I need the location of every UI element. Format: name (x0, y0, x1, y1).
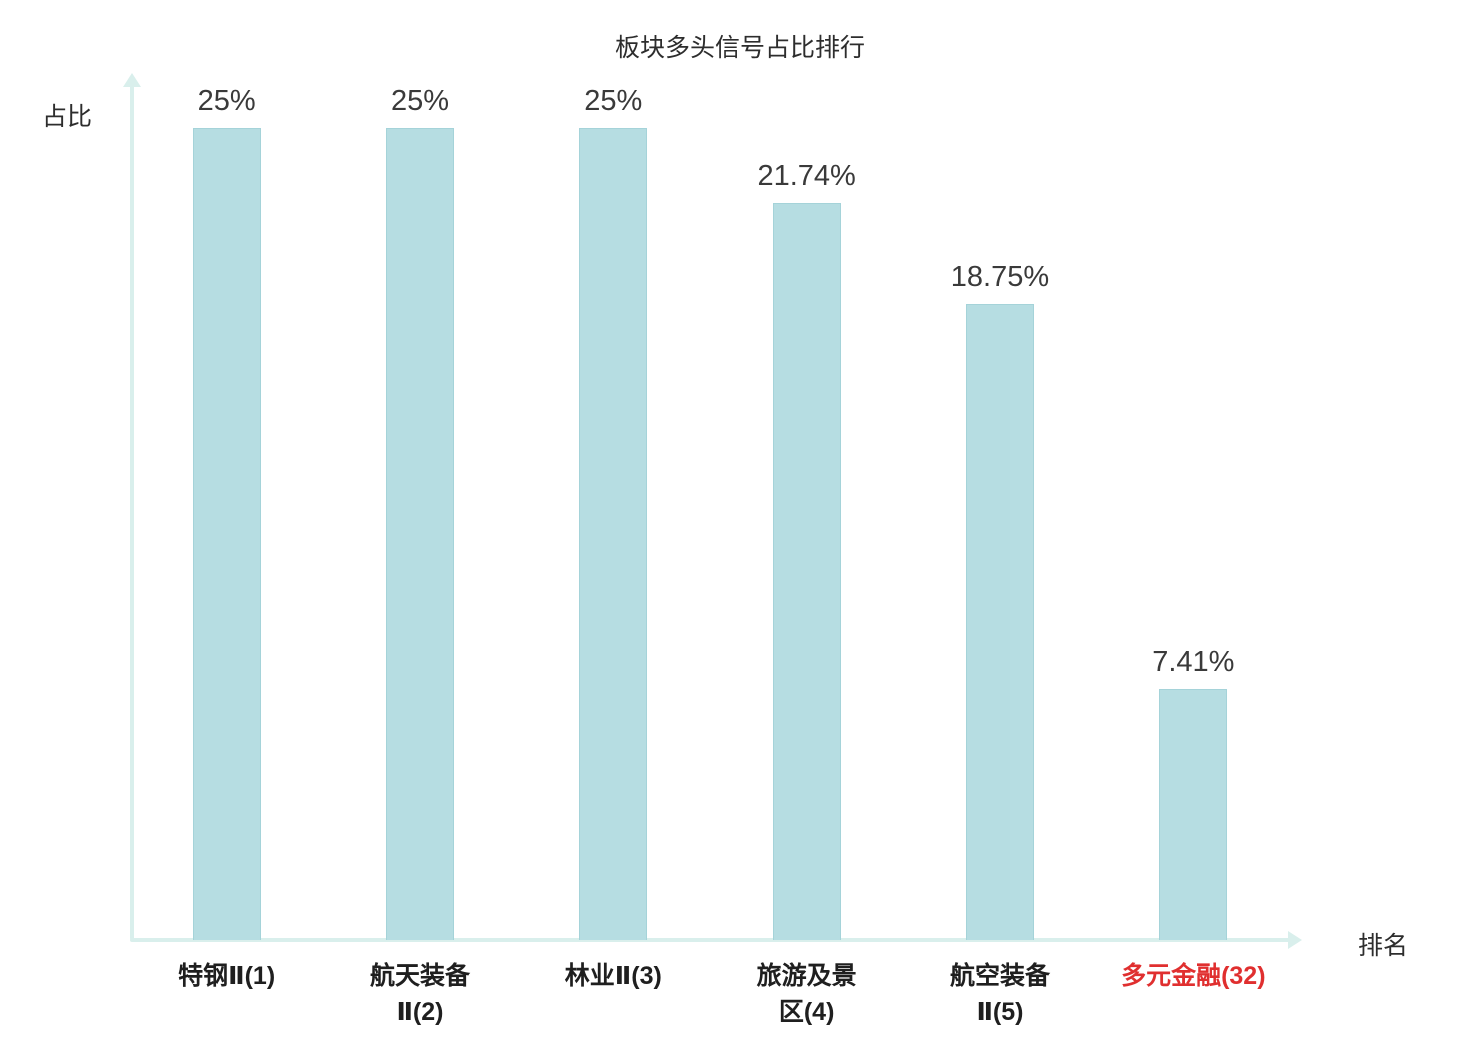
bar-slot: 21.74% (710, 85, 903, 940)
x-axis-arrow-icon (1288, 931, 1302, 949)
plot-area: 25% 25% 25% 21.74% 18.75% 7.41% (123, 73, 1302, 949)
bar (385, 128, 454, 940)
bar-value-label: 25% (390, 85, 450, 117)
y-axis-line (123, 73, 141, 940)
bar-value-label: 7.41% (1152, 646, 1235, 678)
y-axis-label: 占比 (42, 103, 93, 131)
x-axis-label: 排名 (1358, 932, 1409, 960)
bar (965, 304, 1034, 940)
bar (772, 203, 841, 940)
bar-slot: 25% (517, 85, 710, 940)
bars-row: 25% 25% 25% 21.74% 18.75% 7.41% (130, 85, 1290, 940)
bar-value-label: 25% (197, 85, 256, 117)
category-label: 多元金融(32) (1121, 962, 1266, 990)
bar-slot: 25% (323, 85, 516, 940)
category-label: 林业Ⅱ(3) (564, 962, 662, 990)
bar (579, 128, 648, 940)
bar (192, 128, 261, 940)
x-axis-line (130, 931, 1302, 949)
category-label: 航天装备 Ⅱ(2) (369, 962, 470, 1027)
bar-slot: 18.75% (903, 85, 1096, 940)
bar-slot: 25% (130, 85, 323, 940)
category-label: 旅游及景 区(4) (756, 962, 857, 1027)
chart-title: 板块多头信号占比排行 (614, 34, 866, 62)
bar-value-label: 25% (584, 85, 643, 117)
category-axis-labels: 特钢Ⅱ(1) 航天装备 Ⅱ(2) 林业Ⅱ(3) 旅游及景 区(4) 航空装备 Ⅱ(5) 多… (130, 958, 1290, 1031)
bar-value-label: 21.74% (757, 160, 856, 192)
category-label: 航空装备 Ⅱ(5) (949, 962, 1050, 1027)
bar (1159, 689, 1228, 940)
category-label: 特钢Ⅱ(1) (178, 962, 276, 990)
bar-value-label: 18.75% (950, 261, 1050, 293)
bar-slot: 7.41% (1097, 85, 1290, 940)
y-axis-arrow-icon (123, 73, 141, 87)
